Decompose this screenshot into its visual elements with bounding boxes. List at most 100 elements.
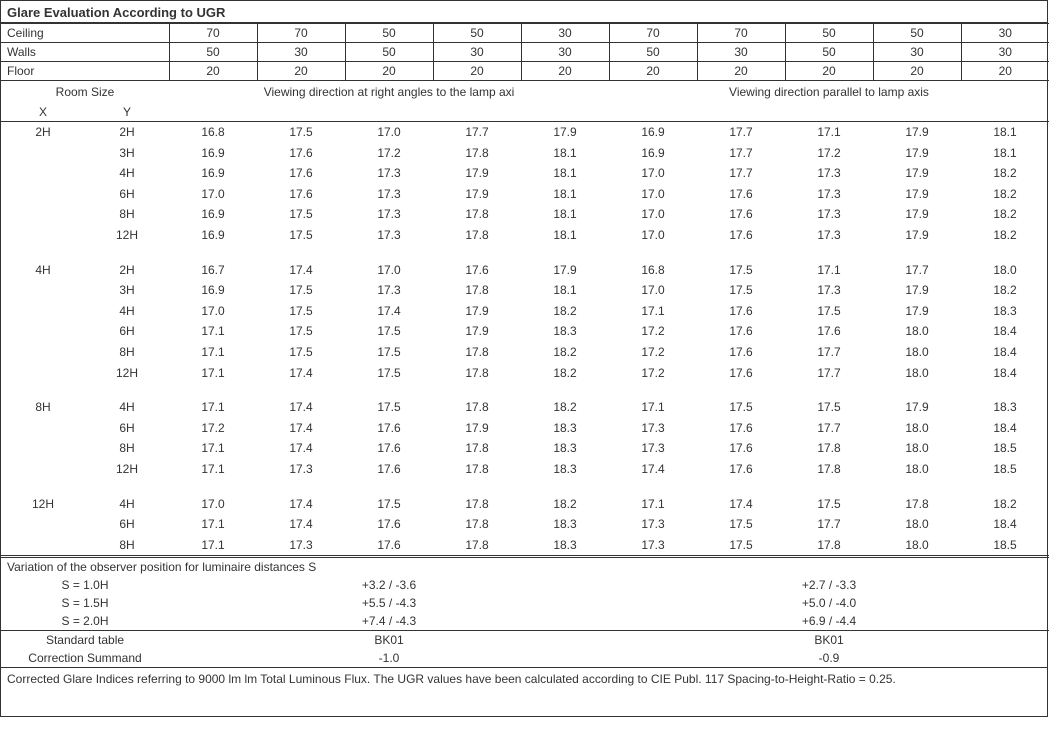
x-cell [1,321,85,342]
value-cell: 18.0 [961,260,1049,281]
x-cell [1,535,85,557]
value-cell: 17.4 [257,494,345,515]
walls-label: Walls [1,43,169,62]
value-cell: 18.2 [521,301,609,322]
s-label: S = 1.0H [1,576,169,594]
gap-row [1,480,1049,494]
cell: 50 [169,43,257,62]
value-cell: 17.8 [433,143,521,164]
value-cell: 16.8 [609,260,697,281]
value-cell: 18.1 [521,143,609,164]
value-cell: 17.2 [169,418,257,439]
y-cell: 4H [85,163,169,184]
value-cell: 18.0 [873,363,961,384]
variation-row: S = 1.5H +5.5 / -4.3 +5.0 / -4.0 [1,594,1049,612]
value-cell: 17.6 [697,301,785,322]
correction-label: Correction Summand [1,649,169,667]
value-cell: 17.9 [521,122,609,143]
reflectance-header: Ceiling 70 70 50 50 30 70 70 50 50 30 Wa… [1,24,1049,81]
cell: 50 [785,24,873,43]
value-cell: 17.5 [257,280,345,301]
table-row: 6H17.117.417.617.818.317.317.517.718.018… [1,514,1049,535]
cell: 50 [785,43,873,62]
value-cell: 17.3 [345,225,433,246]
y-cell: 4H [85,301,169,322]
cell: 20 [961,62,1049,81]
value-cell: 17.5 [697,535,785,557]
table-row: 12H17.117.417.517.818.217.217.617.718.01… [1,363,1049,384]
roomsize-y: Y [85,101,169,122]
value-cell: 17.6 [697,459,785,480]
x-cell [1,438,85,459]
value-cell: 18.5 [961,459,1049,480]
x-cell [1,163,85,184]
standard-label: Standard table [1,631,169,650]
value-cell: 17.4 [609,459,697,480]
value-cell: 17.9 [521,260,609,281]
value-cell: 17.4 [257,260,345,281]
value-cell: 17.8 [433,514,521,535]
y-cell: 8H [85,535,169,557]
cell: 30 [697,43,785,62]
value-cell: 17.1 [169,514,257,535]
table-row: 8H4H17.117.417.517.818.217.117.517.517.9… [1,397,1049,418]
value-cell: 17.8 [433,397,521,418]
value-cell: 18.0 [873,342,961,363]
variation-row: S = 2.0H +7.4 / -4.3 +6.9 / -4.4 [1,612,1049,631]
value-cell: 17.1 [169,535,257,557]
variation-label: Variation of the observer position for l… [1,557,1049,577]
value-cell: 17.8 [433,459,521,480]
value-cell: 17.9 [433,418,521,439]
roomsize-x: X [1,101,85,122]
value-cell: 17.0 [345,260,433,281]
value-cell: 17.5 [345,363,433,384]
value-cell: 17.5 [345,397,433,418]
y-cell: 6H [85,418,169,439]
value-cell: 18.0 [873,535,961,557]
value-cell: 17.6 [345,459,433,480]
value-cell: 17.9 [873,143,961,164]
value-cell: 17.8 [785,438,873,459]
value-cell: 17.5 [785,397,873,418]
cell: 20 [785,62,873,81]
value-cell: 18.3 [521,535,609,557]
value-cell: 18.2 [961,280,1049,301]
value-cell: 17.6 [345,514,433,535]
value-cell: 17.3 [785,225,873,246]
variation-right: +5.0 / -4.0 [609,594,1049,612]
value-cell: 17.6 [257,184,345,205]
cell: 20 [433,62,521,81]
value-cell: 17.5 [257,204,345,225]
value-cell: 18.1 [521,204,609,225]
subheader: Room Size Viewing direction at right ang… [1,81,1049,122]
value-cell: 17.9 [433,301,521,322]
table-row: 6H17.217.417.617.918.317.317.617.718.018… [1,418,1049,439]
value-cell: 17.4 [345,301,433,322]
data-body: 2H2H16.817.517.017.717.916.917.717.117.9… [1,122,1049,557]
x-cell [1,280,85,301]
value-cell: 16.8 [169,122,257,143]
ugr-table: Ceiling 70 70 50 50 30 70 70 50 50 30 Wa… [1,23,1049,667]
value-cell: 18.2 [961,225,1049,246]
floor-label: Floor [1,62,169,81]
y-cell: 8H [85,204,169,225]
value-cell: 17.5 [345,494,433,515]
ceiling-row: Ceiling 70 70 50 50 30 70 70 50 50 30 [1,24,1049,43]
cell: 50 [873,24,961,43]
cell: 50 [345,43,433,62]
y-cell: 4H [85,397,169,418]
gap-row [1,246,1049,260]
x-cell: 8H [1,397,85,418]
value-cell: 17.3 [257,459,345,480]
value-cell: 17.5 [697,397,785,418]
cell: 30 [961,24,1049,43]
value-cell: 17.3 [609,514,697,535]
table-row: 8H17.117.517.517.818.217.217.617.718.018… [1,342,1049,363]
value-cell: 17.8 [433,225,521,246]
value-cell: 18.3 [961,301,1049,322]
cell: 30 [873,43,961,62]
value-cell: 17.5 [257,321,345,342]
variation-section: Variation of the observer position for l… [1,557,1049,668]
report-title: Glare Evaluation According to UGR [1,1,1047,23]
cell: 70 [609,24,697,43]
